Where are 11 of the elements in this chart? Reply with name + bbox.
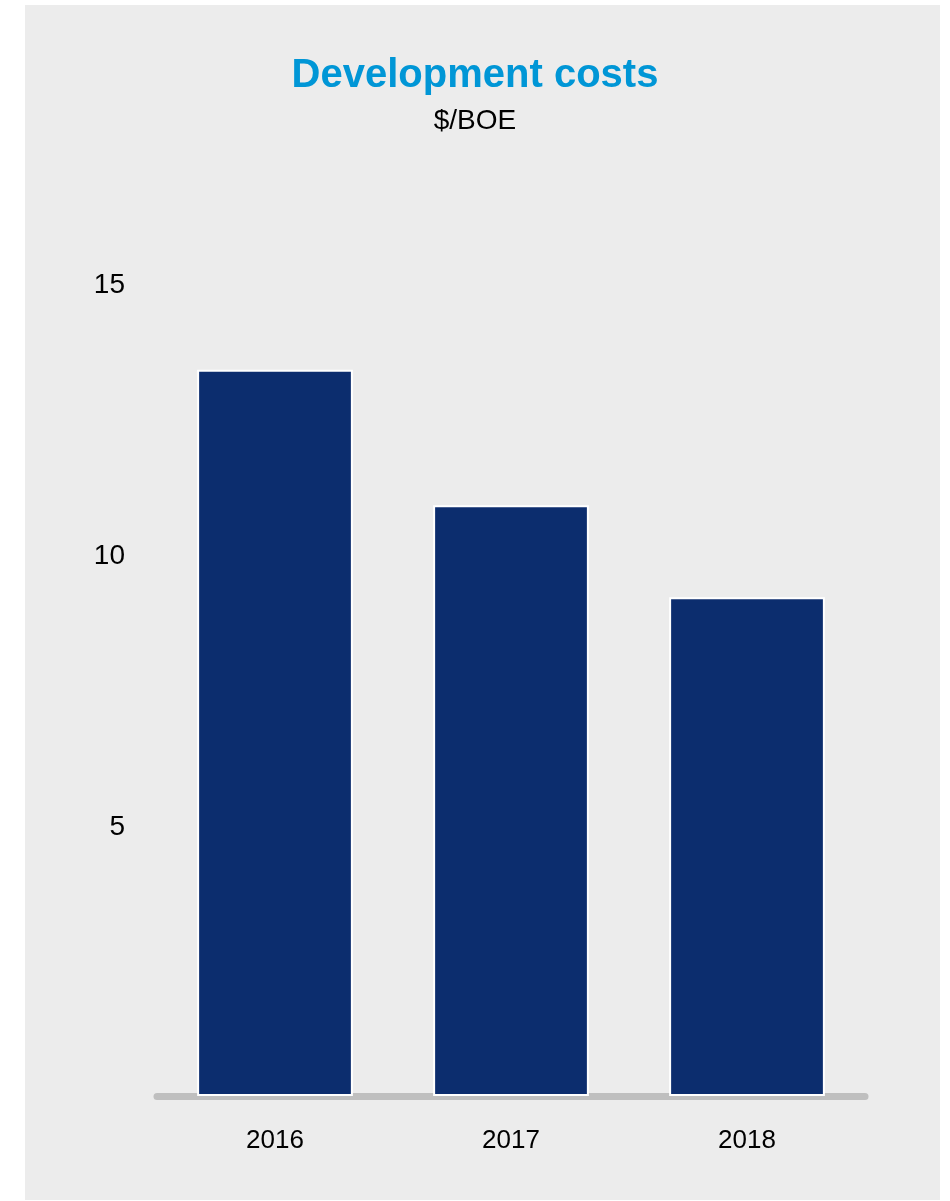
bar — [669, 597, 825, 1096]
x-tick-label: 2018 — [718, 1124, 776, 1154]
x-tick-label: 2016 — [246, 1124, 304, 1154]
y-tick-label: 5 — [109, 809, 125, 841]
bar — [197, 369, 353, 1096]
bar — [433, 505, 589, 1096]
y-tick-label: 10 — [93, 538, 125, 570]
chart-subtitle: $/BOE — [433, 103, 517, 135]
y-tick-label: 15 — [93, 267, 125, 299]
x-tick-label: 2017 — [482, 1124, 540, 1154]
chart-title: Development costs — [291, 51, 659, 95]
